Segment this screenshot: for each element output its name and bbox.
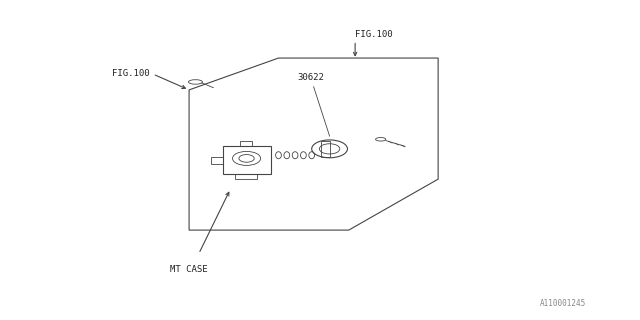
- Text: A110001245: A110001245: [540, 299, 586, 308]
- Bar: [321, 141, 330, 157]
- Text: FIG.100: FIG.100: [113, 69, 150, 78]
- Bar: [235, 173, 257, 179]
- Bar: [223, 147, 271, 173]
- Text: MT CASE: MT CASE: [170, 265, 207, 275]
- Bar: [211, 157, 223, 164]
- Bar: [240, 141, 252, 147]
- Text: FIG.100: FIG.100: [355, 30, 393, 39]
- Text: 30622: 30622: [298, 73, 324, 82]
